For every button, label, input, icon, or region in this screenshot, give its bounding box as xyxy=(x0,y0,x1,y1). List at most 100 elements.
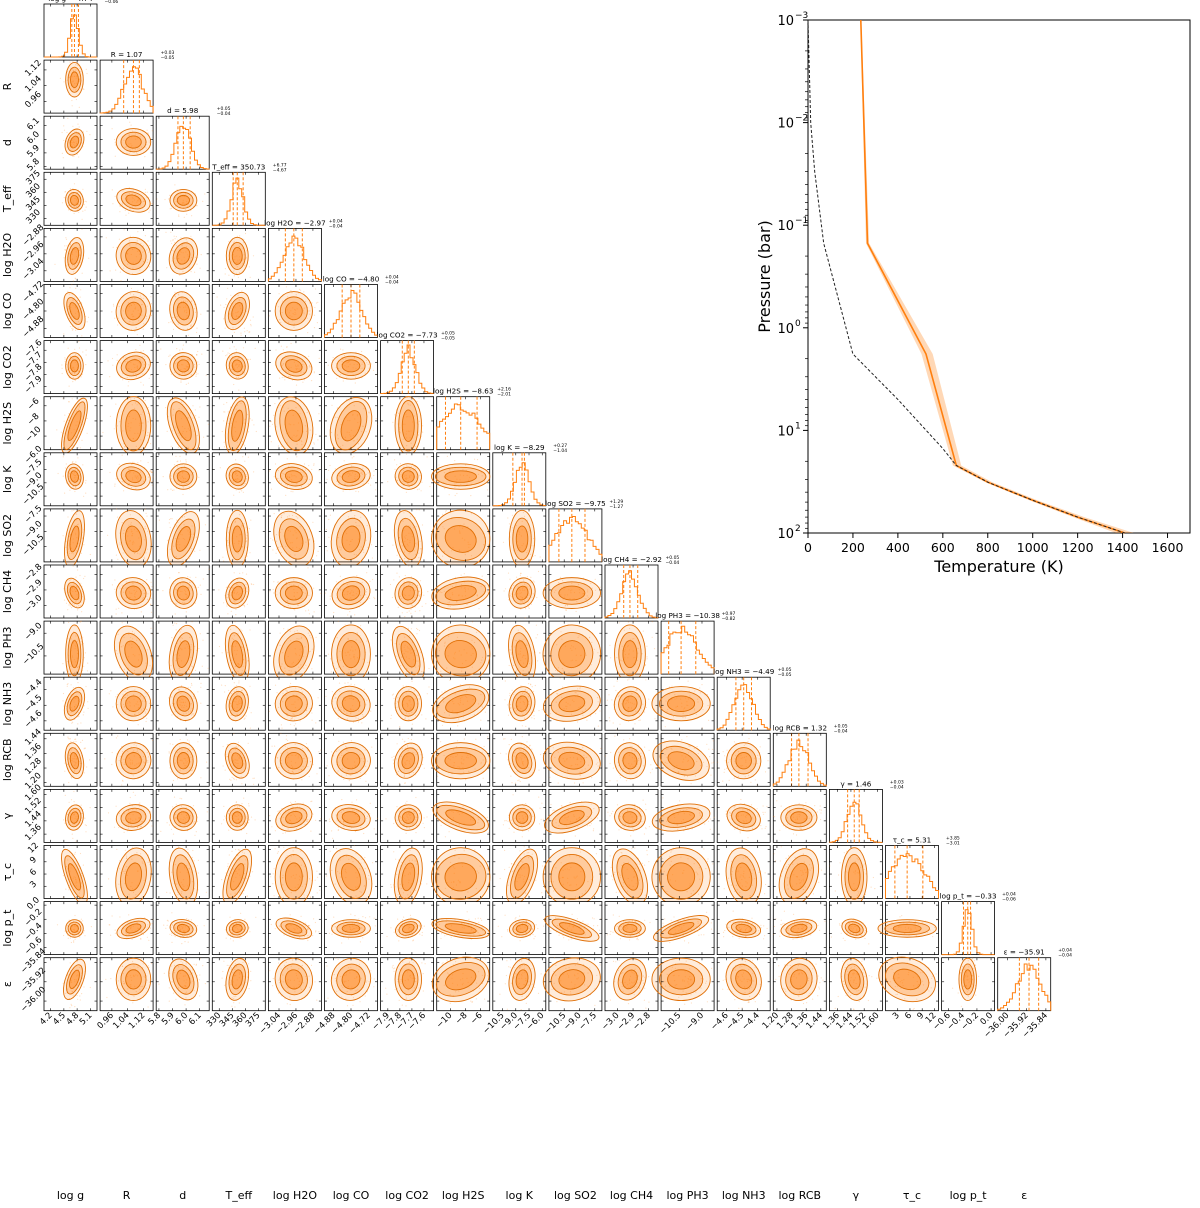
sample-point xyxy=(328,469,330,471)
sample-point xyxy=(342,380,344,382)
sample-point xyxy=(174,291,176,293)
param-err-up: +0.03 xyxy=(161,50,175,56)
panel-frame xyxy=(436,396,491,451)
sample-point xyxy=(187,334,190,336)
sample-point xyxy=(249,418,251,420)
sample-point xyxy=(114,579,116,581)
sample-point xyxy=(342,490,344,492)
contour-panel xyxy=(99,115,154,170)
sample-point xyxy=(198,416,200,418)
sample-point xyxy=(111,128,113,130)
sample-point xyxy=(75,75,77,77)
sample-point xyxy=(445,511,447,513)
sample-point xyxy=(195,373,197,375)
sample-point xyxy=(179,274,181,276)
sample-point xyxy=(79,574,81,577)
sample-point xyxy=(192,580,194,582)
sample-point xyxy=(75,69,77,71)
sample-point xyxy=(228,274,230,276)
sample-point xyxy=(84,575,86,577)
sample-point xyxy=(226,298,228,300)
sample-point xyxy=(268,315,270,317)
sample-point xyxy=(102,431,104,434)
sample-point xyxy=(244,232,247,235)
sample-point xyxy=(170,518,172,520)
sample-point xyxy=(410,608,412,610)
contour-panel xyxy=(43,284,98,338)
contour-panel xyxy=(43,115,98,170)
sample-point xyxy=(340,348,342,350)
sample-point xyxy=(347,614,349,616)
sample-point xyxy=(250,583,252,585)
sample-point xyxy=(170,445,172,447)
contour-level-3 xyxy=(70,359,79,373)
param-title: log SO2 = −9.75 xyxy=(545,499,606,508)
sample-point xyxy=(82,131,84,133)
sample-point xyxy=(281,376,283,379)
sample-point xyxy=(137,289,139,292)
sample-point xyxy=(169,208,171,210)
panel-frame xyxy=(99,59,154,114)
sample-point xyxy=(278,293,280,295)
sample-point xyxy=(70,607,73,609)
sample-point xyxy=(527,606,530,608)
sample-point xyxy=(87,662,89,664)
sample-point xyxy=(64,191,66,193)
sample-point xyxy=(115,613,117,615)
sample-point xyxy=(196,331,198,334)
sample-point xyxy=(418,488,420,490)
contour-panel xyxy=(492,508,547,569)
contour-panel xyxy=(324,452,378,507)
panel-frame xyxy=(155,115,210,170)
sample-point xyxy=(229,347,231,349)
sample-point xyxy=(177,446,179,448)
sample-point xyxy=(75,75,78,77)
sample-point xyxy=(244,331,246,333)
sample-point xyxy=(525,608,527,610)
sample-point xyxy=(410,612,412,614)
sample-point xyxy=(331,404,333,406)
contour-panel xyxy=(380,508,435,568)
sample-point xyxy=(111,357,114,360)
sample-point xyxy=(242,347,245,349)
sample-point xyxy=(345,398,348,400)
sample-point xyxy=(122,379,124,381)
sample-point xyxy=(63,129,66,131)
sample-point xyxy=(144,235,146,237)
sample-point xyxy=(166,267,168,269)
sample-point xyxy=(454,576,456,578)
sample-point xyxy=(224,273,226,275)
sample-point xyxy=(244,445,246,447)
sample-point xyxy=(74,348,76,350)
sample-point xyxy=(221,430,223,433)
sample-point xyxy=(151,203,153,205)
sample-point xyxy=(308,355,310,357)
sample-point xyxy=(144,191,146,193)
sample-point xyxy=(112,303,115,305)
sample-point xyxy=(79,136,81,138)
sample-point xyxy=(237,276,239,278)
sample-point xyxy=(408,610,410,612)
sample-point xyxy=(170,207,172,209)
contour-level-3 xyxy=(176,470,190,483)
sample-point xyxy=(165,364,167,366)
sample-point xyxy=(144,188,146,190)
sample-point xyxy=(172,240,174,242)
sample-point xyxy=(73,155,75,157)
sample-point xyxy=(74,277,76,279)
sample-point xyxy=(307,609,310,611)
sample-point xyxy=(178,214,180,216)
sample-point xyxy=(59,77,61,79)
sample-point xyxy=(228,228,230,230)
sample-point xyxy=(336,377,338,379)
contour-panel xyxy=(43,227,98,282)
sample-point xyxy=(416,400,418,403)
param-err-down: −0.04 xyxy=(666,560,680,566)
sample-point xyxy=(169,354,171,356)
sample-point xyxy=(79,67,81,69)
sample-point xyxy=(140,460,142,462)
sample-point xyxy=(243,327,245,329)
sample-point xyxy=(72,76,74,78)
sample-point xyxy=(194,669,197,671)
sample-point xyxy=(86,432,88,434)
